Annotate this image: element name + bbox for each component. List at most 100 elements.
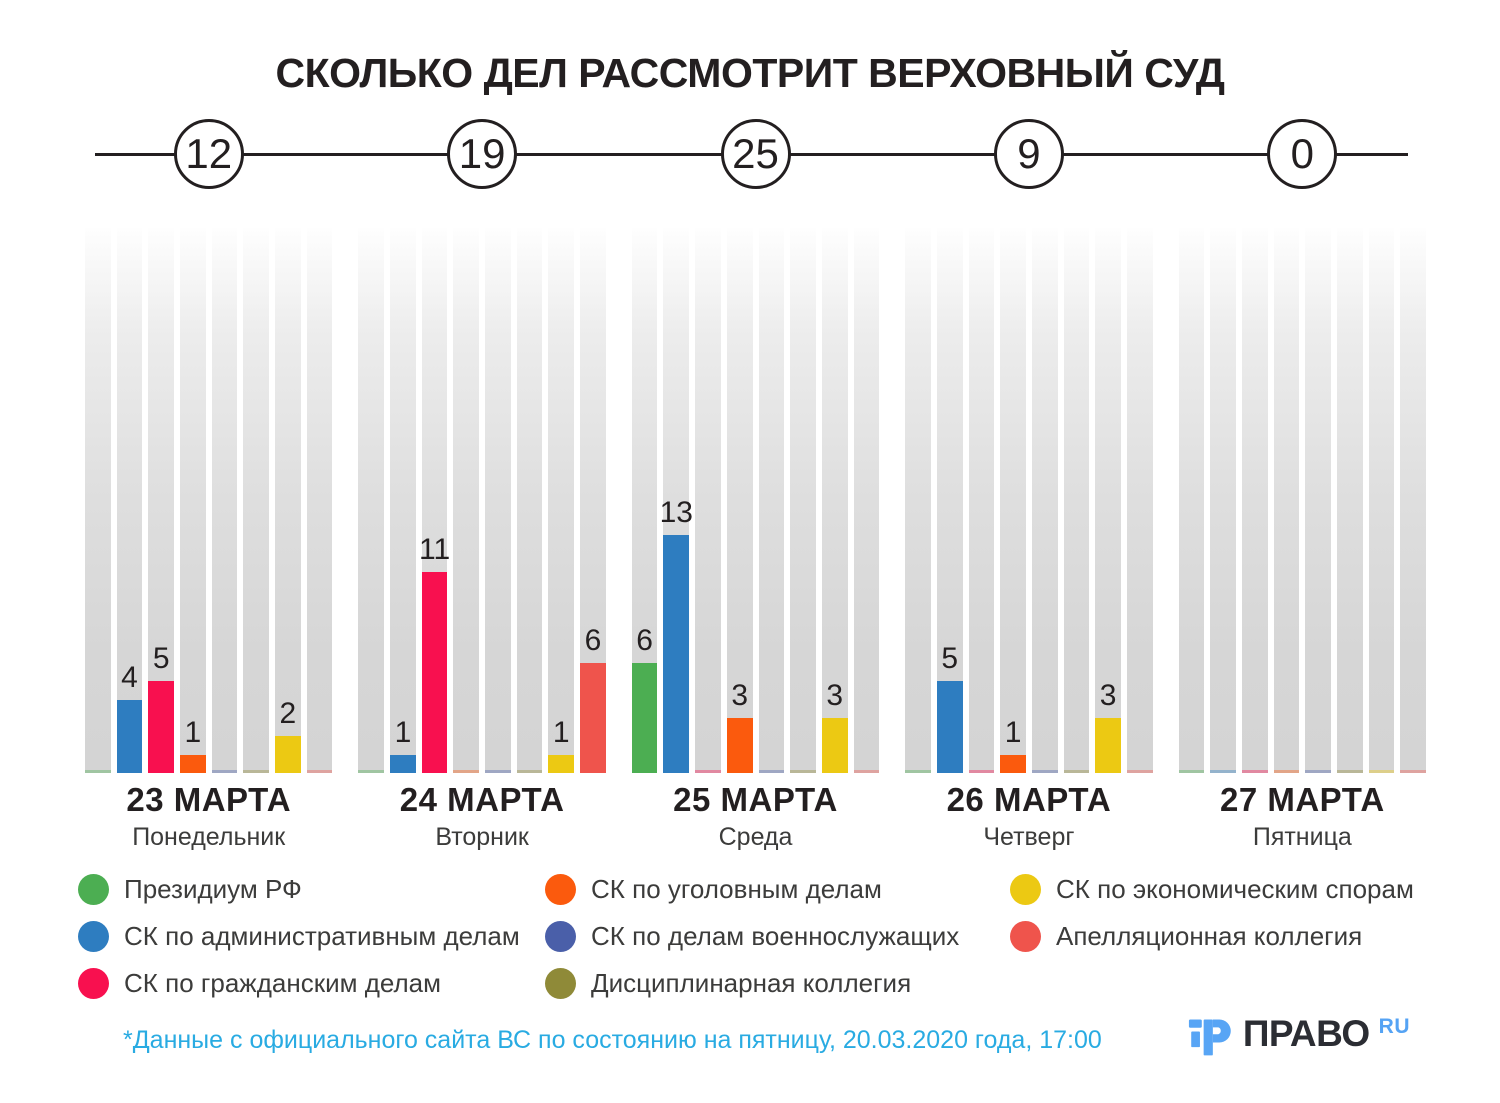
bar-value-label: 6 bbox=[584, 624, 602, 657]
bar bbox=[1000, 755, 1026, 773]
bar-value-label: 4 bbox=[121, 661, 138, 694]
column-baseline bbox=[1305, 770, 1331, 773]
column-baseline bbox=[453, 770, 480, 773]
bar-column bbox=[1241, 228, 1268, 773]
bar-column: 2 bbox=[275, 228, 301, 773]
timeline: 12 19 25 9 0 bbox=[85, 119, 1426, 189]
timeline-node: 25 bbox=[632, 119, 879, 189]
bar-column bbox=[1400, 228, 1426, 773]
column-baseline bbox=[243, 770, 270, 773]
column-baseline bbox=[1241, 770, 1268, 773]
column-baseline bbox=[905, 770, 931, 773]
bar-value-label: 3 bbox=[1099, 679, 1117, 712]
legend-column: СК по уголовным делам СК по делам военнос… bbox=[545, 866, 959, 1007]
bar-column bbox=[485, 228, 511, 773]
pravo-logo-ru: RU bbox=[1378, 1015, 1410, 1038]
bar bbox=[390, 755, 416, 773]
bar-column bbox=[306, 228, 333, 773]
bar-column bbox=[1336, 228, 1363, 773]
column-baseline bbox=[85, 770, 111, 773]
legend-item: Апелляционная коллегия bbox=[1010, 913, 1414, 960]
bar bbox=[421, 572, 448, 773]
bar-value-label: 3 bbox=[731, 679, 748, 712]
day-date-label: 27 МАРТА bbox=[1219, 781, 1385, 818]
day-labels: 23 МАРТА Понедельник 24 МАРТА Вторник 25 МАР… bbox=[85, 781, 1426, 852]
timeline-node: 9 bbox=[905, 119, 1152, 189]
bar bbox=[180, 755, 206, 773]
column-baseline bbox=[853, 770, 880, 773]
bar bbox=[580, 663, 606, 773]
day-label: 26 МАРТА Четверг bbox=[905, 781, 1152, 852]
column-baseline bbox=[1178, 770, 1205, 773]
bar-column: 4 bbox=[116, 228, 143, 773]
column-baseline bbox=[695, 770, 721, 773]
bar-column: 1 bbox=[180, 228, 206, 773]
bar-column bbox=[85, 228, 111, 773]
bar-value-label: 1 bbox=[552, 716, 570, 749]
bar-column bbox=[968, 228, 995, 773]
bar-value-label: 2 bbox=[279, 697, 297, 730]
day-group: 6 13 3 3 bbox=[631, 228, 880, 773]
legend-item: СК по экономическим спорам bbox=[1010, 866, 1414, 913]
pravo-logo-icon bbox=[1188, 1019, 1231, 1056]
bar bbox=[275, 736, 301, 773]
bar-column: 3 bbox=[1095, 228, 1121, 773]
legend-dot bbox=[545, 968, 576, 999]
legend-item: Дисциплинарная коллегия bbox=[545, 960, 959, 1007]
day-label: 27 МАРТА Пятница bbox=[1179, 781, 1426, 852]
bar-column: 13 bbox=[660, 228, 693, 773]
day-label: 25 МАРТА Среда bbox=[632, 781, 879, 852]
timeline-node: 19 bbox=[358, 119, 605, 189]
legend-label: СК по экономическим спорам bbox=[1056, 874, 1414, 904]
bar-column: 6 bbox=[631, 228, 658, 773]
column-baseline bbox=[1368, 770, 1395, 773]
timeline-node: 0 bbox=[1179, 119, 1426, 189]
legend-label: Дисциплинарная коллегия bbox=[591, 968, 912, 998]
bar-column bbox=[1273, 228, 1300, 773]
bar-column: 3 bbox=[726, 228, 753, 773]
bar-column bbox=[758, 228, 785, 773]
bar-column: 5 bbox=[936, 228, 963, 773]
legend-label: СК по уголовным делам bbox=[591, 874, 882, 904]
day-weekday-label: Вторник bbox=[435, 823, 529, 851]
bar-column bbox=[516, 228, 543, 773]
column-baseline bbox=[1063, 770, 1090, 773]
bar-column: 11 bbox=[419, 228, 450, 773]
bar-value-label: 5 bbox=[152, 642, 170, 675]
legend-dot bbox=[545, 874, 576, 905]
bar-value-label: 1 bbox=[184, 716, 202, 749]
bar-column bbox=[1305, 228, 1331, 773]
bar-value-label: 5 bbox=[941, 642, 959, 675]
footnote: *Данные с официального сайта ВС по состо… bbox=[123, 1026, 1102, 1054]
page-title: СКОЛЬКО ДЕЛ РАССМОТРИТ ВЕРХОВНЫЙ СУД bbox=[275, 50, 1225, 96]
column-baseline bbox=[516, 770, 543, 773]
column-baseline bbox=[1400, 770, 1426, 773]
column-baseline bbox=[968, 770, 995, 773]
day-date-label: 25 МАРТА bbox=[673, 781, 838, 818]
day-group: 1 11 1 6 bbox=[358, 228, 606, 773]
column-baseline bbox=[1031, 770, 1058, 773]
day-group: 5 1 3 bbox=[905, 228, 1153, 773]
timeline-node: 12 bbox=[85, 119, 332, 189]
total-circle: 19 bbox=[447, 119, 518, 189]
bar-column bbox=[695, 228, 721, 773]
day-date-label: 26 МАРТА bbox=[946, 781, 1112, 818]
legend-item: Президиум РФ bbox=[78, 866, 520, 913]
bar-column bbox=[1368, 228, 1395, 773]
bar bbox=[726, 718, 753, 773]
pravo-logo: ПРАВО RU bbox=[1188, 1012, 1410, 1060]
day-weekday-label: Четверг bbox=[983, 823, 1075, 851]
bar-column bbox=[453, 228, 480, 773]
day-label: 24 МАРТА Вторник bbox=[358, 781, 605, 852]
legend-column: Президиум РФ СК по административным делам… bbox=[78, 866, 520, 1007]
bar bbox=[548, 755, 575, 773]
day-weekday-label: Пятница bbox=[1252, 823, 1352, 851]
bar-column: 3 bbox=[821, 228, 848, 773]
bar-column bbox=[1210, 228, 1236, 773]
bar-value-label: 13 bbox=[659, 496, 693, 529]
bar-column bbox=[905, 228, 931, 773]
legend-dot bbox=[78, 968, 109, 999]
bar-column bbox=[1126, 228, 1153, 773]
bar-column bbox=[853, 228, 880, 773]
column-baseline bbox=[1126, 770, 1153, 773]
